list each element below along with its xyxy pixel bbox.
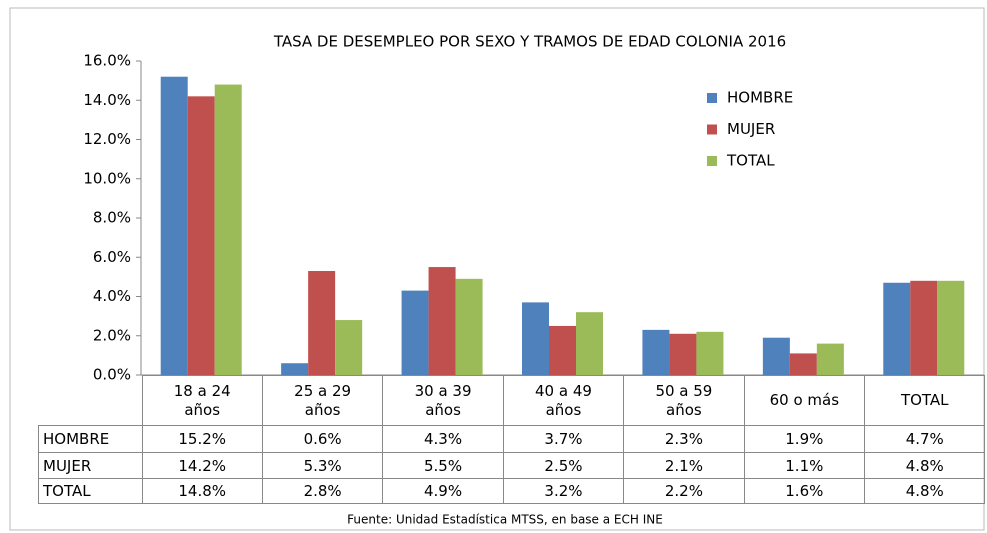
bar [696, 331, 724, 375]
value-cell: 14.8% [141, 478, 263, 504]
row-label: TOTAL [38, 478, 143, 504]
bar [883, 282, 911, 375]
table-row: MUJER 14.2% 5.3% 5.5% 2.5% 2.1% 1.1% 4.8% [38, 452, 986, 479]
bar [910, 280, 938, 375]
bar [669, 333, 697, 375]
bar [308, 270, 336, 375]
row-label: MUJER [38, 452, 143, 479]
value-cell: 4.8% [864, 452, 986, 479]
value-cell: 1.6% [743, 478, 866, 504]
value-cell: 2.2% [623, 478, 745, 504]
table-row: TOTAL 14.8% 2.8% 4.9% 3.2% 2.2% 1.6% 4.8% [38, 478, 986, 504]
value-cell: 2.1% [623, 452, 745, 479]
bar [455, 278, 483, 375]
legend-label: MUJER [727, 120, 775, 138]
y-tick-label: 0.0% [93, 366, 131, 384]
bar [335, 320, 363, 375]
bar [522, 302, 549, 375]
value-cell: 2.5% [502, 452, 625, 479]
value-cell: 2.3% [623, 425, 745, 453]
x-tick-label: 50 a 59 años [655, 381, 713, 419]
value-cell: 5.5% [382, 452, 504, 479]
bar [642, 329, 670, 375]
chart-title: TASA DE DESEMPLEO POR SEXO Y TRAMOS DE E… [273, 33, 786, 51]
x-tick-label: 18 a 24 años [173, 381, 231, 419]
category-cell: 25 a 29 años [261, 375, 384, 426]
bar [549, 325, 576, 375]
bar [816, 343, 844, 375]
value-cell: 4.7% [864, 425, 986, 453]
value-cell: 14.2% [141, 452, 263, 479]
category-cell: 40 a 49 años [502, 375, 625, 426]
y-tick-label: 14.0% [83, 91, 131, 109]
x-tick-label: TOTAL [900, 391, 949, 409]
y-tick-label: 2.0% [93, 326, 131, 344]
table-corner [39, 376, 143, 426]
value-cell: 4.9% [382, 478, 504, 504]
bar [401, 290, 429, 375]
x-tick-label: 30 a 39 años [414, 381, 472, 419]
bar [281, 363, 309, 375]
legend-swatch [707, 124, 717, 135]
x-tick-label: 60 o más [769, 391, 840, 409]
bar [762, 337, 790, 375]
category-cell: 30 a 39 años [382, 375, 504, 426]
y-tick-label: 6.0% [93, 248, 131, 266]
bar [576, 312, 603, 375]
table-header-row: 18 a 24 años 25 a 29 años 30 a 39 años 40 a… [39, 375, 986, 426]
y-tick-label: 4.0% [93, 287, 131, 305]
y-tick-label: 16.0% [83, 52, 131, 70]
source-note: Fuente: Unidad Estadística MTSS, en base… [347, 513, 663, 527]
bar [214, 84, 242, 376]
value-cell: 5.3% [261, 452, 384, 479]
legend-label: TOTAL [726, 152, 775, 170]
bar [160, 76, 188, 375]
bar [789, 353, 817, 375]
category-cell: 60 o más [743, 375, 866, 426]
legend-swatch [707, 156, 717, 166]
table-row: HOMBRE 15.2% 0.6% 4.3% 3.7% 2.3% 1.9% 4.7% [38, 425, 986, 453]
value-cell: 4.3% [382, 425, 504, 453]
value-cell: 0.6% [261, 425, 384, 453]
category-cell: TOTAL [864, 375, 986, 426]
bar [187, 96, 215, 375]
y-tick-label: 12.0% [83, 130, 131, 148]
value-cell: 3.2% [502, 478, 625, 504]
value-cell: 1.1% [743, 452, 866, 479]
value-cell: 3.7% [502, 425, 625, 453]
data-table: 18 a 24 años 25 a 29 años 30 a 39 años 40 a… [38, 375, 986, 504]
value-cell: 1.9% [743, 425, 866, 453]
y-tick-label: 8.0% [93, 209, 131, 227]
value-cell: 15.2% [141, 425, 263, 453]
bar [937, 280, 965, 375]
category-cell: 18 a 24 años [141, 375, 263, 426]
value-cell: 2.8% [261, 478, 384, 504]
x-tick-label: 25 a 29 años [294, 381, 352, 419]
x-tick-label: 40 a 49 años [535, 381, 592, 419]
frame-border [9, 7, 985, 531]
legend-swatch [707, 93, 717, 103]
y-tick-label: 10.0% [83, 169, 131, 187]
row-label: HOMBRE [38, 425, 143, 453]
category-cell: 50 a 59 años [623, 375, 745, 426]
legend-label: HOMBRE [727, 89, 793, 107]
value-cell: 4.8% [864, 478, 986, 504]
bar [428, 267, 456, 375]
